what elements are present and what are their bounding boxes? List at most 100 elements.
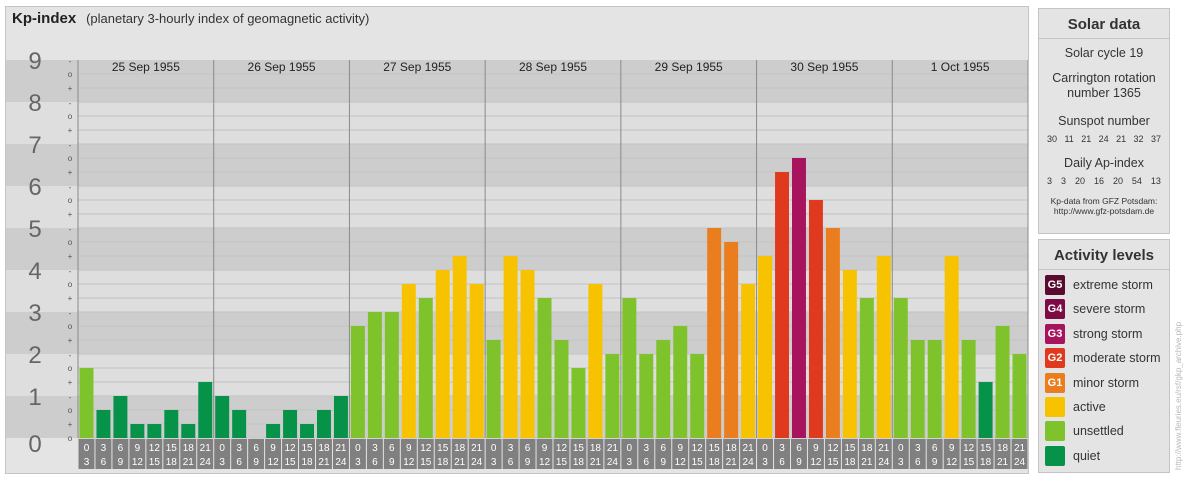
kp-bar [673,325,688,438]
minor-tick-label: - [69,141,72,150]
interval-cell [468,439,485,469]
interval-start-label: 18 [454,443,466,454]
interval-end-label: 21 [997,457,1009,468]
interval-start-label: 3 [915,443,921,454]
interval-start-label: 21 [743,443,755,454]
kp-bar [333,396,348,438]
kp-bar [978,382,993,438]
activity-level-item: active [1045,397,1106,417]
ap-label: Daily Ap-index [1064,156,1144,170]
interval-start-label: 3 [779,443,785,454]
band-stripe [6,186,1028,228]
y-tick-label: 2 [28,342,41,369]
interval-start-label: 21 [878,443,890,454]
interval-start-label: 9 [542,443,548,454]
level-label: unsettled [1073,424,1124,439]
interval-cell [689,439,706,469]
interval-cell [78,439,95,469]
interval-end-label: 9 [525,457,531,468]
minor-tick-label: + [68,252,73,261]
interval-end-label: 6 [236,457,242,468]
interval-end-label: 3 [84,457,90,468]
interval-cell [757,439,774,469]
interval-start-label: 15 [166,443,178,454]
activity-levels-panel: Activity levels G5 extreme storm G4 severe … [1038,239,1170,473]
band-stripe [6,60,1028,102]
interval-start-label: 21 [1014,443,1026,454]
kp-bar [571,367,586,438]
minor-tick-label: - [69,57,72,66]
level-swatch [1045,445,1065,466]
kp-bar [961,340,976,438]
interval-cell [231,439,248,469]
interval-start-label: 0 [219,443,225,454]
interval-cell [841,439,858,469]
kp-bar [520,270,535,438]
interval-start-label: 12 [827,443,839,454]
kp-bar [350,325,365,438]
minor-tick-label: + [68,168,73,177]
minor-tick-label: - [69,267,72,276]
minor-tick-label: o [68,154,73,163]
kp-bar [927,340,942,438]
interval-cell [282,439,299,469]
interval-cell [417,439,434,469]
ap-value: 54 [1131,176,1142,186]
kp-bar [79,367,94,438]
interval-cell [95,439,112,469]
interval-cell [316,439,332,469]
day-label: 1 Oct 1955 [931,60,990,74]
interval-start-label: 18 [590,443,602,454]
kp-bar [147,424,162,438]
interval-end-label: 18 [844,457,856,468]
kp-bar [944,256,959,438]
sunspot-label: Sunspot number [1058,114,1150,128]
activity-level-item: unsettled [1045,421,1124,442]
kp-bar [452,256,467,438]
interval-cell [587,439,604,469]
kp-bar [401,283,416,438]
minor-tick-label: - [69,309,72,318]
kp-bar [758,256,773,438]
interval-start-label: 3 [372,443,378,454]
interval-cell [146,439,163,469]
interval-cell [824,439,841,469]
interval-start-label: 21 [200,443,212,454]
kp-bar [859,298,874,438]
interval-cell [994,439,1011,469]
minor-tick-label: + [68,420,73,429]
interval-end-label: 24 [607,457,619,468]
interval-end-label: 6 [779,457,785,468]
interval-cell [129,439,146,469]
interval-end-label: 9 [660,457,666,468]
interval-end-label: 12 [810,457,822,468]
kp-bar [317,409,331,438]
activity-level-item: G3 strong storm [1045,323,1142,344]
interval-cell [960,439,977,469]
sunspot-values: 30 11 21 24 21 32 37 [1039,134,1169,144]
interval-cell [621,439,638,469]
interval-end-label: 6 [508,457,514,468]
minor-tick-label: o [68,322,73,331]
interval-start-label: 15 [437,443,449,454]
interval-start-label: 0 [491,443,497,454]
interval-cell [163,439,180,469]
minor-tick-label: + [68,336,73,345]
kp-bar [96,409,111,438]
interval-cell [604,439,621,469]
interval-start-label: 21 [471,443,483,454]
level-swatch: G4 [1045,299,1065,320]
interval-cell [943,439,960,469]
interval-cell [892,439,909,469]
interval-cell [706,439,723,469]
interval-start-label: 15 [573,443,585,454]
day-label: 27 Sep 1955 [383,60,451,74]
interval-end-label: 6 [644,457,650,468]
interval-cell [977,439,994,469]
kp-bar [876,256,891,438]
kp-chart: 0123456789+o-+o-+o-+o-+o-+o-+o-+o-+o-o25… [6,48,1028,469]
y-tick-label: 3 [28,300,41,327]
interval-end-label: 12 [403,457,415,468]
interval-cell [926,439,943,469]
kp-bar [215,396,230,438]
